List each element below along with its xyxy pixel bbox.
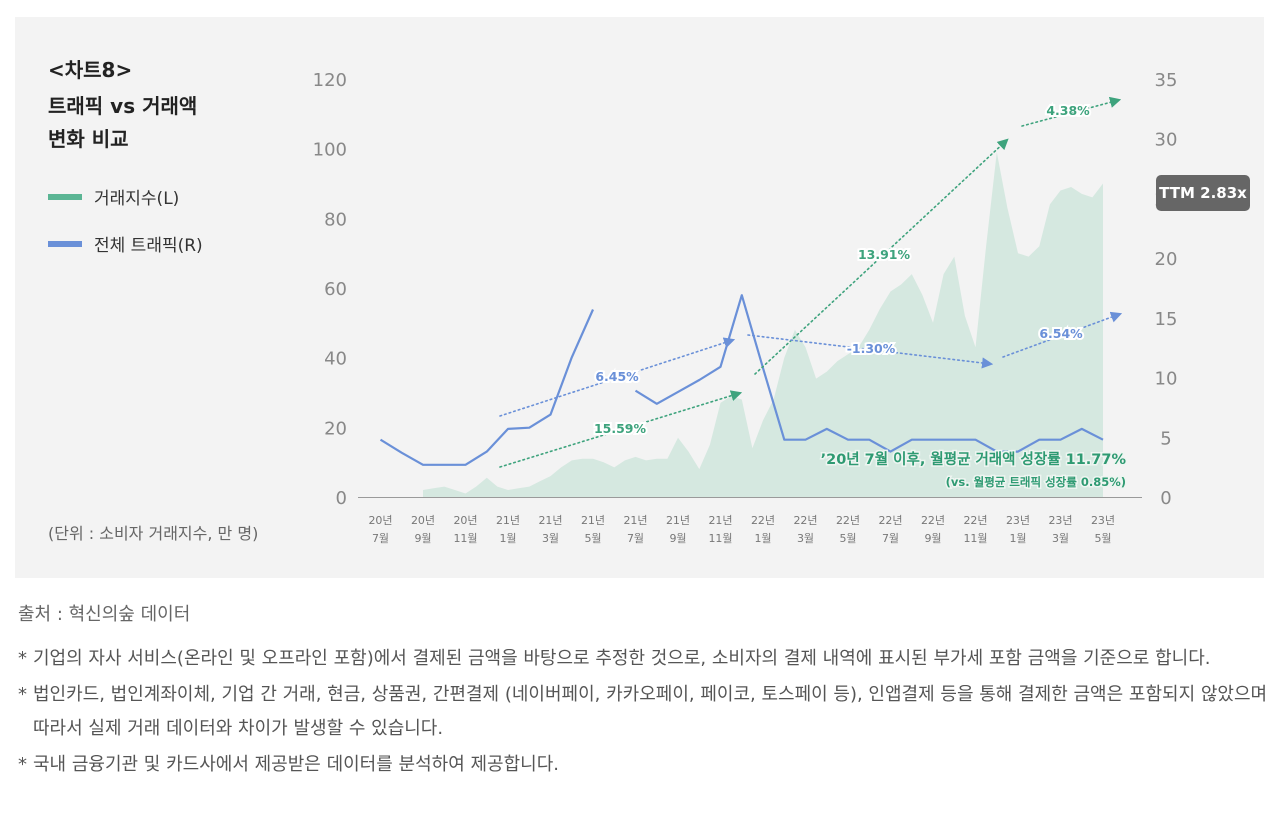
y-right-tick-label: 30 xyxy=(1155,130,1178,151)
x-tick-label: 3월 xyxy=(797,532,814,545)
x-tick-label: 23년 xyxy=(1091,514,1115,527)
x-tick-label: 7월 xyxy=(627,532,644,545)
trend-arrow-green xyxy=(499,390,743,468)
footnote: * 법인카드, 법인계좌이체, 기업 간 거래, 현금, 상품권, 간편결제 (네… xyxy=(18,678,1268,746)
x-tick-label: 22년 xyxy=(793,514,817,527)
y-left-tick-label: 80 xyxy=(324,209,347,230)
y-left-tick-label: 100 xyxy=(313,140,347,161)
transaction-area-series xyxy=(423,152,1103,497)
x-tick-label: 5월 xyxy=(839,532,856,545)
y-left-tick-label: 40 xyxy=(324,349,347,370)
x-tick-label: 23년 xyxy=(1006,514,1030,527)
x-tick-label: 21년 xyxy=(623,514,647,527)
x-tick-label: 1월 xyxy=(754,532,771,545)
x-tick-label: 9월 xyxy=(924,532,941,545)
trend-label: -1.30% xyxy=(847,341,896,356)
footnote-text: 기업의 자사 서비스(온라인 및 오프라인 포함)에서 결제된 금액을 바탕으로… xyxy=(33,648,1211,669)
x-tick-label: 22년 xyxy=(751,514,775,527)
x-tick-label: 5월 xyxy=(1094,532,1111,545)
footnote-text: 법인카드, 법인계좌이체, 기업 간 거래, 현금, 상품권, 간편결제 (네이… xyxy=(33,684,1268,739)
legend-swatch-blue xyxy=(48,240,82,247)
legend-label: 전체 트래픽(R) xyxy=(94,236,203,256)
x-tick-label: 11월 xyxy=(708,532,732,545)
growth-note-sub: (vs. 월평균 트래픽 성장률 0.85%) xyxy=(946,475,1126,489)
footnote-text: 국내 금융기관 및 카드사에서 제공받은 데이터를 분석하여 제공합니다. xyxy=(33,754,560,775)
x-tick-label: 7월 xyxy=(372,532,389,545)
y-right-tick-label: 0 xyxy=(1160,488,1171,509)
y-left-tick-label: 60 xyxy=(324,279,347,300)
legend-item-transaction: 거래지수(L) xyxy=(48,184,179,209)
x-tick-label: 20년 xyxy=(411,514,435,527)
y-right-tick-label: 10 xyxy=(1155,369,1178,390)
x-tick-label: 9월 xyxy=(669,532,686,545)
trend-arrow-blue xyxy=(1002,311,1123,358)
trend-label: 4.38% xyxy=(1046,103,1090,118)
x-tick-label: 20년 xyxy=(368,514,392,527)
legend-swatch-green xyxy=(48,193,82,200)
x-tick-label: 23년 xyxy=(1048,514,1072,527)
trend-label: 15.59% xyxy=(594,421,647,436)
x-tick-label: 22년 xyxy=(836,514,860,527)
trend-label: 6.45% xyxy=(595,369,639,384)
x-tick-label: 22년 xyxy=(878,514,902,527)
x-tick-label: 21년 xyxy=(538,514,562,527)
source-text: 출처 : 혁신의숲 데이터 xyxy=(18,604,191,625)
footnote-marker: * xyxy=(18,648,27,669)
x-tick-label: 21년 xyxy=(666,514,690,527)
x-tick-label: 3월 xyxy=(1052,532,1069,545)
x-tick-label: 11월 xyxy=(453,532,477,545)
chart-label: <차트8> xyxy=(48,58,133,82)
chart-title: 트래픽 vs 거래액 변화 비교 xyxy=(48,90,197,156)
y-left-tick-label: 120 xyxy=(313,70,347,91)
x-tick-label: 22년 xyxy=(963,514,987,527)
x-tick-label: 1월 xyxy=(1009,532,1026,545)
ttm-badge: TTM 2.83x xyxy=(1156,175,1250,211)
chart-svg: 0204060801001200510152025303520년7월20년9월2… xyxy=(313,70,1178,545)
trend-label: 13.91% xyxy=(858,247,911,262)
legend-item-traffic: 전체 트래픽(R) xyxy=(48,231,203,256)
y-right-tick-label: 15 xyxy=(1155,309,1178,330)
footnotes: * 기업의 자사 서비스(온라인 및 오프라인 포함)에서 결제된 금액을 바탕으… xyxy=(18,642,1268,784)
y-left-tick-label: 20 xyxy=(324,418,347,439)
x-tick-label: 9월 xyxy=(414,532,431,545)
trend-arrow-green xyxy=(1021,96,1122,127)
x-tick-label: 21년 xyxy=(581,514,605,527)
chart-title-line: 변화 비교 xyxy=(48,127,129,151)
trend-arrow-green xyxy=(754,138,1009,375)
x-tick-label: 21년 xyxy=(496,514,520,527)
x-tick-label: 11월 xyxy=(963,532,987,545)
legend-label: 거래지수(L) xyxy=(94,189,180,209)
trend-label: 6.54% xyxy=(1039,326,1083,341)
trend-arrow-blue xyxy=(747,334,994,369)
x-tick-label: 20년 xyxy=(453,514,477,527)
y-right-tick-label: 35 xyxy=(1155,70,1178,91)
footnote-marker: * xyxy=(18,754,27,775)
x-tick-label: 7월 xyxy=(882,532,899,545)
y-right-tick-label: 5 xyxy=(1160,428,1171,449)
x-tick-label: 3월 xyxy=(542,532,559,545)
y-left-tick-label: 0 xyxy=(336,488,347,509)
chart-title-line: 트래픽 vs 거래액 xyxy=(48,94,198,118)
growth-note-main: ’20년 7월 이후, 월평균 거래액 성장률 11.77% xyxy=(821,450,1127,468)
x-tick-label: 22년 xyxy=(921,514,945,527)
unit-note: (단위 : 소비자 거래지수, 만 명) xyxy=(48,524,259,543)
footnote-marker: * xyxy=(18,684,27,705)
footnote: * 국내 금융기관 및 카드사에서 제공받은 데이터를 분석하여 제공합니다. xyxy=(18,748,1268,782)
x-tick-label: 5월 xyxy=(584,532,601,545)
y-right-tick-label: 20 xyxy=(1155,249,1178,270)
x-tick-label: 21년 xyxy=(708,514,732,527)
x-tick-label: 1월 xyxy=(499,532,516,545)
footnote: * 기업의 자사 서비스(온라인 및 오프라인 포함)에서 결제된 금액을 바탕으… xyxy=(18,642,1268,676)
traffic-line-series xyxy=(379,294,1104,466)
